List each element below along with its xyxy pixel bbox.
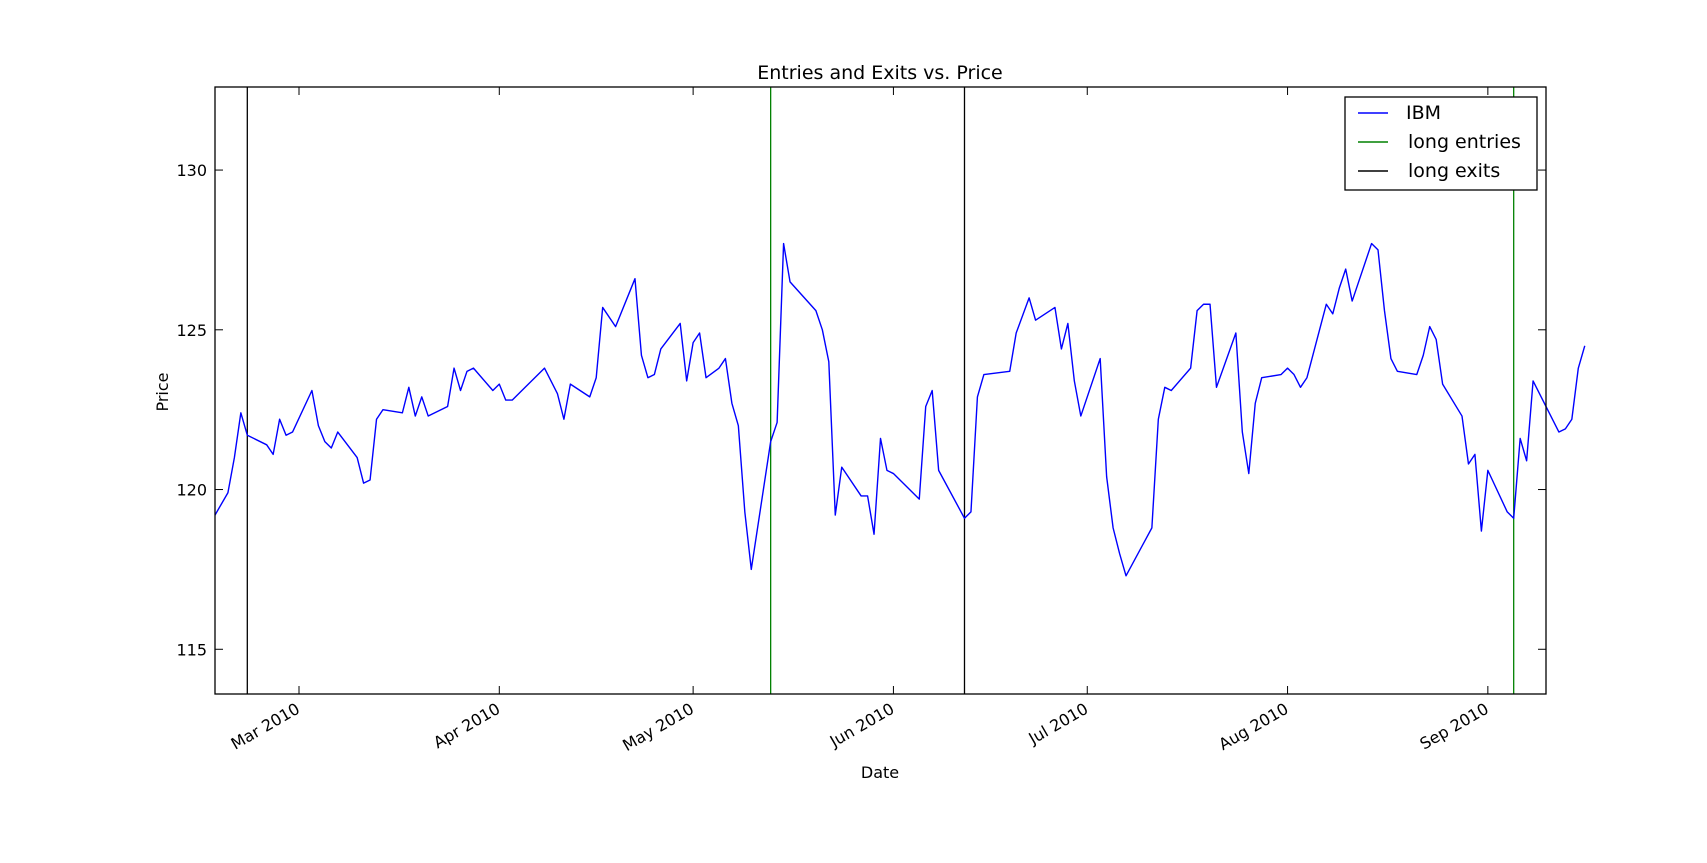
legend: IBM long entries long exits	[1344, 96, 1538, 191]
y-tick-label-125: 125	[176, 321, 207, 340]
y-tick-label-120: 120	[176, 481, 207, 500]
x-tick-label-aug-2010: Aug 2010	[1215, 699, 1291, 754]
legend-label-ibm: IBM	[1406, 102, 1441, 124]
y-tick-label-130: 130	[176, 161, 207, 180]
legend-item-ibm: IBM	[1358, 102, 1441, 124]
series-layer	[214, 242, 1586, 577]
x-tick-label-jul-2010: Jul 2010	[1025, 699, 1092, 749]
y-axis-label: Price	[153, 372, 172, 411]
plot-frame	[214, 86, 1547, 695]
x-tick-label-jun-2010: Jun 2010	[826, 699, 898, 751]
chart-title: Entries and Exits vs. Price	[757, 62, 1003, 84]
x-axis-label: Date	[861, 763, 899, 782]
x-tick-label-sep-2010: Sep 2010	[1417, 699, 1492, 753]
ticks-layer: 115 120 125 130 Mar 2010 Apr 2010 May 2010 Jun …	[176, 87, 1546, 755]
legend-item-long-exits: long exits	[1358, 160, 1500, 182]
legend-label-long-entries: long entries	[1408, 131, 1521, 153]
legend-label-long-exits: long exits	[1408, 160, 1500, 182]
vertical-lines-layer	[246, 87, 1515, 694]
y-tick-label-115: 115	[176, 640, 207, 659]
x-tick-label-apr-2010: Apr 2010	[430, 699, 503, 752]
ibm-series-line	[214, 242, 1586, 577]
x-tick-label-may-2010: May 2010	[619, 699, 697, 755]
x-tick-label-mar-2010: Mar 2010	[228, 699, 303, 753]
legend-item-long-entries: long entries	[1358, 131, 1521, 153]
